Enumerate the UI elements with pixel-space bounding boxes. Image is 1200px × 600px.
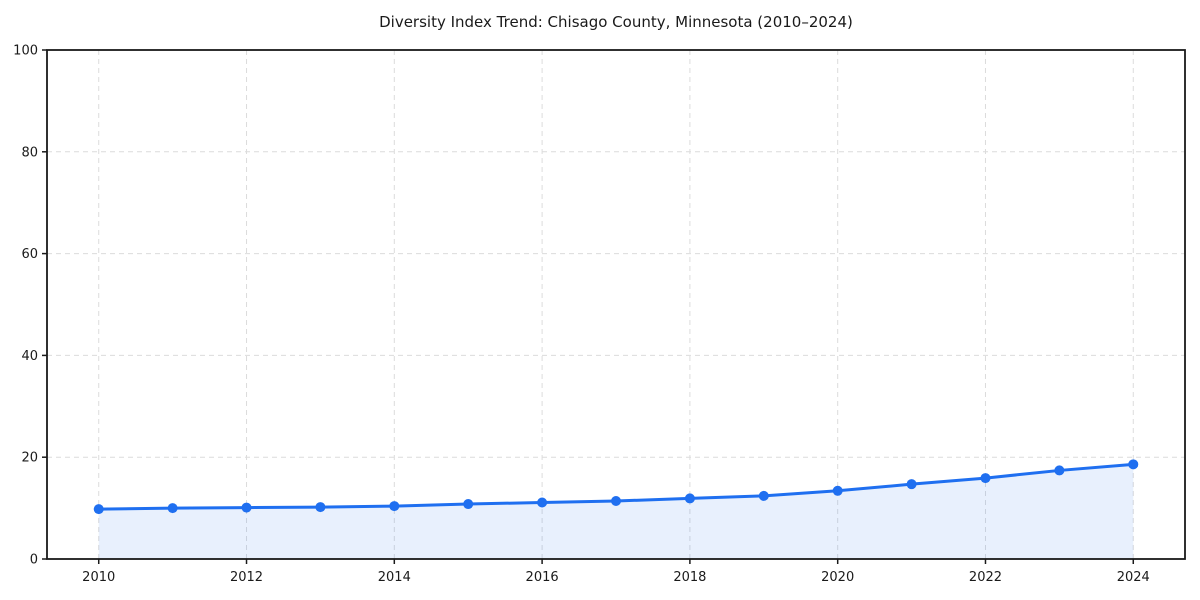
x-tick-label-2022: 2022 bbox=[969, 570, 1002, 585]
y-tick-label-100: 100 bbox=[13, 44, 38, 59]
data-point-2020 bbox=[832, 485, 843, 496]
y-tick-label-20: 20 bbox=[21, 451, 38, 466]
x-tick-label-2016: 2016 bbox=[526, 570, 559, 585]
data-point-2019 bbox=[758, 490, 769, 501]
data-point-2016 bbox=[537, 497, 548, 508]
data-layer bbox=[93, 459, 1139, 559]
chart-title: Diversity Index Trend: Chisago County, M… bbox=[379, 13, 853, 31]
data-point-2024 bbox=[1128, 459, 1139, 470]
data-point-2023 bbox=[1054, 465, 1065, 476]
data-point-2018 bbox=[684, 493, 695, 504]
y-tick-label-60: 60 bbox=[21, 247, 38, 262]
data-point-2022 bbox=[980, 473, 991, 484]
plot-border bbox=[46, 49, 1186, 560]
data-point-2010 bbox=[93, 504, 104, 515]
data-point-2017 bbox=[611, 495, 621, 506]
axis-layer: 0 20 40 60 80 100 2010 2012 2014 2016 2018 2020 2022… bbox=[13, 44, 1186, 585]
data-point-2021 bbox=[906, 479, 917, 490]
x-tick-label-2018: 2018 bbox=[673, 570, 706, 585]
data-point-2013 bbox=[315, 502, 326, 513]
x-tick-label-2024: 2024 bbox=[1117, 570, 1150, 585]
data-point-2011 bbox=[167, 503, 178, 514]
y-tick-label-0: 0 bbox=[30, 553, 38, 568]
data-point-2015 bbox=[463, 499, 474, 510]
y-tick-label-40: 40 bbox=[21, 349, 38, 364]
x-tick-label-2010: 2010 bbox=[82, 570, 115, 585]
x-tick-label-2012: 2012 bbox=[230, 570, 263, 585]
data-point-2012 bbox=[241, 502, 252, 513]
x-tick-label-2014: 2014 bbox=[378, 570, 411, 585]
data-point-2014 bbox=[389, 501, 400, 512]
x-tick-label-2020: 2020 bbox=[821, 570, 854, 585]
y-tick-label-80: 80 bbox=[21, 145, 38, 160]
